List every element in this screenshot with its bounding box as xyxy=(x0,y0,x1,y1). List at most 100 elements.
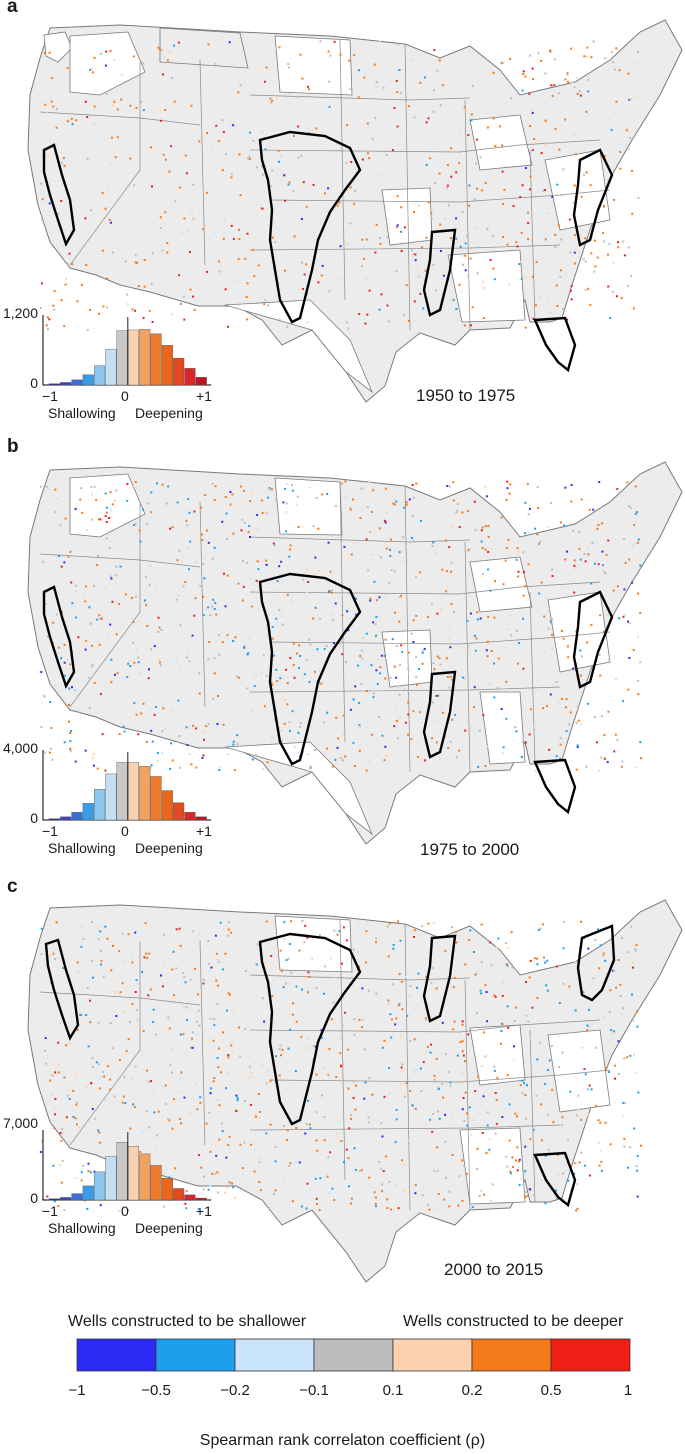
well-point xyxy=(261,207,264,210)
well-point xyxy=(618,69,621,72)
well-point xyxy=(593,715,596,718)
well-point xyxy=(131,954,134,957)
well-point xyxy=(97,1129,100,1132)
well-point xyxy=(339,642,342,645)
well-point xyxy=(379,556,382,559)
well-point xyxy=(407,733,410,736)
well-point xyxy=(318,1209,321,1212)
well-point xyxy=(156,759,159,762)
well-point xyxy=(422,1186,425,1189)
well-point xyxy=(399,939,402,942)
well-point xyxy=(308,1045,311,1048)
well-point xyxy=(220,1071,222,1074)
well-point xyxy=(170,1001,173,1003)
well-point xyxy=(312,617,315,620)
well-point xyxy=(208,970,211,972)
hist-right-label: Deepening xyxy=(135,840,203,856)
well-point xyxy=(91,1057,94,1060)
well-point xyxy=(288,555,291,558)
well-point xyxy=(429,157,432,160)
well-point xyxy=(420,519,422,522)
well-point xyxy=(56,957,59,960)
well-point xyxy=(214,1172,217,1175)
well-point xyxy=(360,265,363,268)
well-point xyxy=(281,623,284,626)
well-point xyxy=(396,737,399,740)
well-point xyxy=(182,972,185,974)
well-point xyxy=(126,1209,129,1211)
well-point xyxy=(151,252,154,255)
well-point xyxy=(112,251,114,254)
well-point xyxy=(107,1065,110,1068)
well-point xyxy=(238,238,241,241)
well-point xyxy=(244,1100,246,1102)
well-point xyxy=(336,142,339,145)
well-point xyxy=(171,526,174,529)
well-point xyxy=(159,216,162,219)
well-point xyxy=(159,119,162,122)
well-point xyxy=(538,592,541,595)
well-point xyxy=(246,282,249,285)
well-point xyxy=(173,1098,176,1101)
well-point xyxy=(390,569,393,572)
hist-bars xyxy=(42,1130,212,1201)
well-point xyxy=(368,1176,371,1179)
well-point xyxy=(220,1122,223,1125)
well-point xyxy=(469,257,472,260)
well-point xyxy=(305,658,308,661)
well-point xyxy=(128,660,131,662)
well-point xyxy=(389,676,392,679)
well-point xyxy=(619,150,622,153)
well-point xyxy=(476,1168,479,1171)
well-point xyxy=(52,1164,55,1167)
well-point xyxy=(418,711,421,714)
hist-bar xyxy=(161,345,173,386)
legend-tick: 0.5 xyxy=(540,1382,562,1399)
well-point xyxy=(159,664,162,667)
well-point xyxy=(173,994,175,997)
well-point xyxy=(384,638,387,641)
well-point xyxy=(178,666,181,669)
well-point xyxy=(272,542,275,545)
well-point xyxy=(449,1084,452,1087)
legend-right-caption: Wells constructed to be deeper xyxy=(403,1313,624,1330)
well-point xyxy=(334,758,337,761)
well-point xyxy=(110,658,113,661)
well-point xyxy=(180,1122,182,1125)
well-point xyxy=(365,277,368,280)
well-point xyxy=(489,589,492,592)
well-point xyxy=(544,1202,547,1205)
well-point xyxy=(239,1055,242,1058)
well-point xyxy=(401,1159,404,1162)
well-point xyxy=(372,489,375,492)
well-point xyxy=(598,653,601,656)
well-point xyxy=(236,743,239,746)
well-point xyxy=(252,697,255,700)
well-point xyxy=(126,676,129,679)
well-point xyxy=(414,1184,417,1187)
well-point xyxy=(603,604,606,607)
well-point xyxy=(455,171,458,174)
well-point xyxy=(590,1088,593,1091)
well-point xyxy=(553,84,556,87)
well-point xyxy=(192,724,195,727)
well-point xyxy=(307,638,310,641)
well-point xyxy=(610,128,613,131)
well-point xyxy=(115,1015,118,1017)
well-point xyxy=(639,1144,642,1147)
well-point xyxy=(148,309,151,312)
well-point xyxy=(411,1104,414,1107)
well-point xyxy=(299,722,302,725)
well-point xyxy=(467,134,470,137)
hist-bar xyxy=(173,802,185,821)
well-point xyxy=(177,740,179,743)
well-point xyxy=(269,101,272,104)
well-point xyxy=(539,540,542,543)
well-point xyxy=(248,1065,251,1068)
well-point xyxy=(134,595,137,598)
well-point xyxy=(298,949,301,952)
well-point xyxy=(481,526,484,529)
well-point xyxy=(87,1170,90,1173)
well-point xyxy=(145,604,148,607)
well-point xyxy=(145,1110,148,1113)
